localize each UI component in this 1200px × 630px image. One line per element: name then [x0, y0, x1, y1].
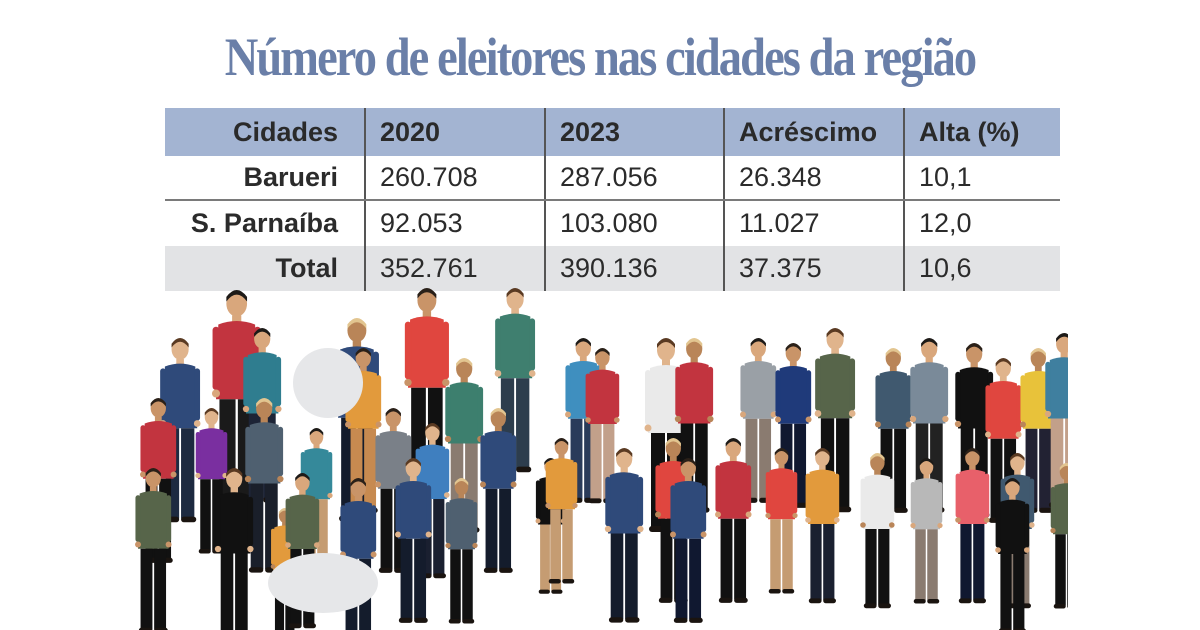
table-header-row: Cidades 2020 2023 Acréscimo Alta (%): [165, 108, 1060, 156]
value-alta: 10,6: [903, 246, 1060, 291]
table-row-total: Total 352.761 390.136 37.375 10,6: [165, 246, 1060, 291]
value-2023: 103.080: [544, 201, 723, 246]
chart-title: Número de eleitores nas cidades da regiã…: [224, 27, 977, 87]
value-acrescimo: 37.375: [723, 246, 903, 291]
header-acrescimo: Acréscimo: [723, 108, 903, 156]
city-name: Barueri: [243, 162, 338, 192]
total-label: Total: [275, 253, 339, 283]
value-acrescimo: 26.348: [723, 156, 903, 199]
value-2020: 352.761: [364, 246, 544, 291]
header-alta: Alta (%): [903, 108, 1060, 156]
voters-table: Cidades 2020 2023 Acréscimo Alta (%) Bar…: [165, 108, 1060, 291]
value-2023: 390.136: [544, 246, 723, 291]
value-2020: 260.708: [364, 156, 544, 199]
header-cidades: Cidades: [232, 116, 338, 147]
crowd-illustration: [118, 288, 1120, 630]
value-alta: 12,0: [903, 201, 1060, 246]
value-2023: 287.056: [544, 156, 723, 199]
table-row: Barueri 260.708 287.056 26.348 10,1: [165, 156, 1060, 201]
header-2020: 2020: [364, 108, 544, 156]
value-acrescimo: 11.027: [723, 201, 903, 246]
people-icon: [135, 288, 1120, 630]
value-alta: 10,1: [903, 156, 1060, 199]
value-2020: 92.053: [364, 201, 544, 246]
table-row: S. Parnaíba 92.053 103.080 11.027 12,0: [165, 201, 1060, 246]
city-name: S. Parnaíba: [190, 208, 338, 238]
header-2023: 2023: [544, 108, 723, 156]
